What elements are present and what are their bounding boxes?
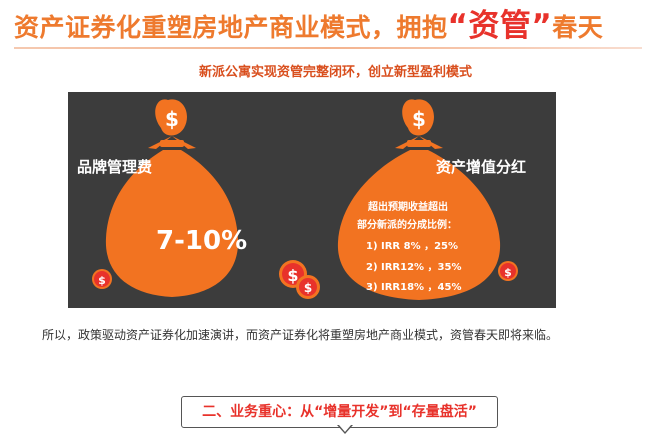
title-end: 春天 (552, 13, 604, 42)
svg-text:$: $ (287, 266, 298, 285)
body-paragraph: 所以，政策驱动资产证券化加速演讲，而资产证券化将重塑房地产商业模式，资管春天即将… (42, 328, 559, 342)
money-bags-illustration: $ $ $ $ $ $ (92, 99, 518, 300)
svg-text:$: $ (504, 266, 512, 279)
brand-management-fee-label: 品牌管理费 (77, 158, 153, 176)
section-heading-pointer-inner (339, 425, 351, 432)
title-highlight: 资管 (468, 8, 532, 44)
title-quote-open: “ (447, 8, 469, 44)
section-heading-box: 二、业务重心：从“增量开发”到“存量盘活” (181, 396, 498, 428)
svg-text:$: $ (304, 281, 312, 295)
irr-tier-row: 1) IRR 8% ，25% (366, 241, 459, 252)
section-heading: 二、业务重心：从“增量开发”到“存量盘活” (202, 404, 477, 420)
page-title: 资产证券化重塑房地产商业模式，拥抱“资管”春天 (14, 6, 654, 46)
irr-tier-row: 3) IRR18% ，45% (366, 282, 462, 293)
dividend-note-line2: 部分新派的分成比例： (357, 220, 457, 231)
right-money-bag-icon: $ (337, 99, 501, 300)
dividend-note-line1: 超出预期收益超出 (368, 202, 448, 213)
asset-appreciation-dividend-label: 资产增值分红 (436, 158, 527, 176)
coin-icon: $ (498, 261, 518, 281)
coin-icon: $ (92, 269, 112, 289)
title-quote-close: ” (531, 8, 553, 44)
title-start: 资产证券化重塑房地产商业模式，拥抱 (14, 13, 448, 42)
left-dollar-icon: $ (165, 107, 179, 131)
management-fee-percent: 7-10% (156, 226, 248, 256)
coin-icon: $ (296, 275, 320, 299)
revenue-graphic: $ $ $ $ $ $ (68, 92, 556, 308)
left-money-bag-icon: $ (105, 99, 239, 297)
irr-tier-row: 2) IRR12% ，35% (366, 262, 462, 273)
right-dollar-icon: $ (412, 107, 426, 131)
title-divider (14, 47, 642, 49)
subtitle: 新派公寓实现资管完整闭环，创立新型盈利模式 (198, 65, 472, 80)
svg-text:$: $ (98, 274, 106, 287)
